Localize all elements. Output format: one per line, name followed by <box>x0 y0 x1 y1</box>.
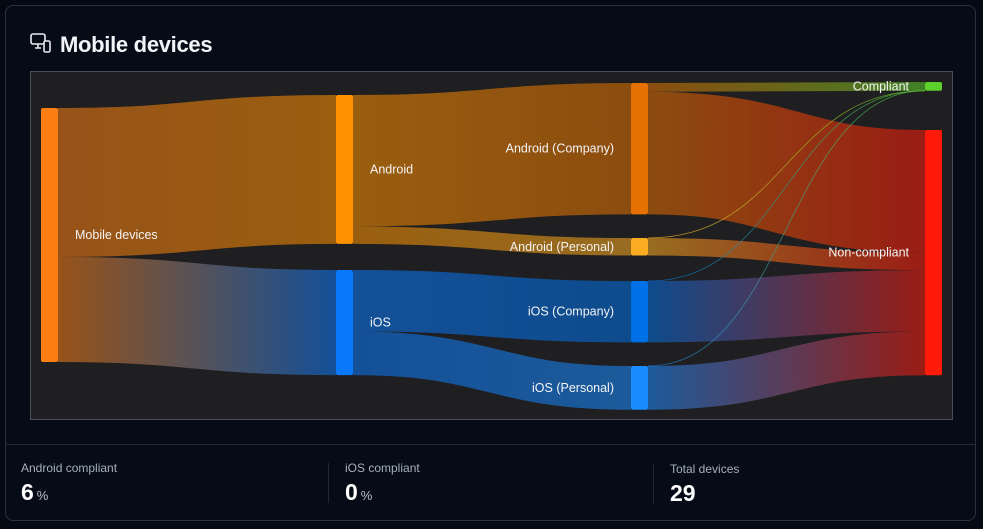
sankey-svg: Mobile devices Android iOS Android (Company… <box>41 79 942 410</box>
node-label-compliant: Compliant <box>853 79 910 93</box>
link-ios_company-to-compliant[interactable] <box>647 90 926 282</box>
sankey-chart: Mobile devices Android iOS Android (Company… <box>30 71 953 420</box>
node-label-mobile: Mobile devices <box>75 228 158 242</box>
node-label-noncompliant: Non-compliant <box>828 246 909 260</box>
divider <box>5 444 976 445</box>
node-label-android_company: Android (Company) <box>506 142 614 156</box>
stat-ios-compliant: iOS compliant 0% <box>345 461 420 506</box>
link-ios_personal-to-compliant[interactable] <box>647 90 926 367</box>
node-compliant[interactable] <box>925 82 942 91</box>
link-android_personal-to-compliant[interactable] <box>647 90 926 239</box>
link-ios-to-ios_personal[interactable] <box>352 331 632 410</box>
node-label-ios_personal: iOS (Personal) <box>532 381 614 395</box>
link-android_company-to-compliant[interactable] <box>647 82 926 92</box>
node-ios_personal[interactable] <box>631 366 648 410</box>
divider <box>653 463 654 503</box>
node-ios[interactable] <box>336 270 353 376</box>
link-android_company-to-noncompliant[interactable] <box>647 91 926 253</box>
link-ios_company-to-noncompliant[interactable] <box>647 270 926 343</box>
node-ios_company[interactable] <box>631 281 648 343</box>
node-label-ios: iOS <box>370 316 391 330</box>
card-header: Mobile devices <box>30 32 213 58</box>
stat-android-compliant: Android compliant 6% <box>21 461 117 506</box>
stat-unit: % <box>36 488 49 503</box>
link-mobile-to-android[interactable] <box>57 95 337 257</box>
link-mobile-to-ios[interactable] <box>57 256 337 376</box>
node-label-android: Android <box>370 162 413 176</box>
node-android_company[interactable] <box>631 83 648 215</box>
link-android_personal-to-noncompliant[interactable] <box>647 238 926 271</box>
stat-unit: % <box>360 488 373 503</box>
stat-value: 6 <box>21 479 34 505</box>
node-android_personal[interactable] <box>631 238 648 256</box>
node-android[interactable] <box>336 95 353 244</box>
stat-label: Android compliant <box>21 461 118 475</box>
stat-value: 29 <box>670 480 696 506</box>
stat-label: iOS compliant <box>345 461 420 475</box>
node-mobile[interactable] <box>41 108 58 363</box>
link-android-to-android_personal[interactable] <box>352 226 632 256</box>
link-android-to-android_company[interactable] <box>352 83 632 227</box>
stat-value: 0 <box>345 479 358 505</box>
divider <box>328 463 329 503</box>
link-ios-to-ios_company[interactable] <box>352 270 632 343</box>
devices-icon <box>30 32 52 58</box>
node-label-ios_company: iOS (Company) <box>528 305 614 319</box>
stat-total-devices: Total devices 29 <box>670 462 739 507</box>
link-ios_personal-to-noncompliant[interactable] <box>647 331 926 410</box>
stat-label: Total devices <box>670 462 740 476</box>
node-noncompliant[interactable] <box>925 130 942 376</box>
page-title: Mobile devices <box>60 32 213 57</box>
node-label-android_personal: Android (Personal) <box>510 240 614 254</box>
